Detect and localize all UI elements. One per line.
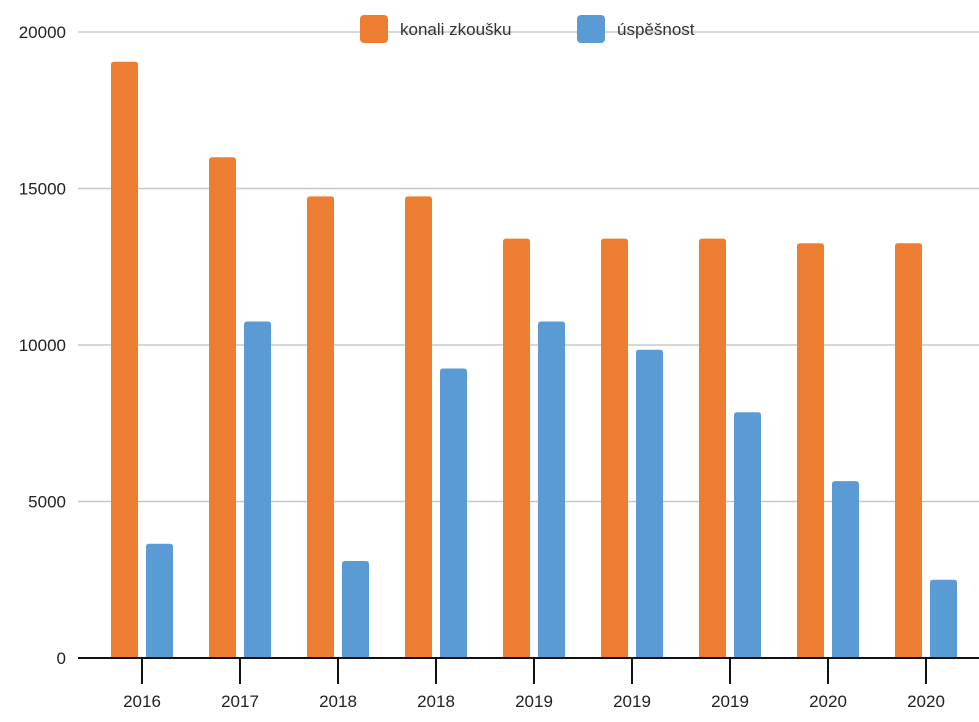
bars bbox=[111, 61, 957, 659]
x-tick-label: 2019 bbox=[711, 692, 749, 711]
y-tick-label: 0 bbox=[57, 649, 66, 668]
bar-uspesnost bbox=[342, 560, 369, 658]
bar-uspesnost bbox=[832, 481, 859, 658]
x-tick-label: 2017 bbox=[221, 692, 259, 711]
bar-uspesnost bbox=[440, 368, 467, 658]
bar-uspesnost bbox=[636, 349, 663, 658]
x-tick-label: 2020 bbox=[907, 692, 945, 711]
bar-uspesnost bbox=[734, 412, 761, 658]
bar-uspesnost bbox=[930, 579, 957, 658]
bar-konali-zkousku bbox=[699, 238, 726, 658]
legend-label: konali zkoušku bbox=[400, 20, 512, 39]
bar-uspesnost bbox=[538, 321, 565, 658]
bar-konali-zkousku bbox=[797, 243, 824, 658]
y-axis-ticks: 0 5000 10000 15000 20000 bbox=[19, 23, 66, 668]
y-tick-label: 15000 bbox=[19, 180, 66, 199]
bar-konali-zkousku bbox=[601, 238, 628, 658]
x-tick-label: 2019 bbox=[515, 692, 553, 711]
bar-konali-zkousku bbox=[503, 238, 530, 658]
bar-konali-zkousku bbox=[895, 243, 922, 658]
bar-konali-zkousku bbox=[307, 196, 334, 658]
bar-uspesnost bbox=[146, 543, 173, 658]
y-tick-label: 5000 bbox=[28, 493, 66, 512]
bar-konali-zkousku bbox=[405, 196, 432, 658]
bar-konali-zkousku bbox=[209, 157, 236, 658]
y-tick-label: 20000 bbox=[19, 23, 66, 42]
x-tick-label: 2016 bbox=[123, 692, 161, 711]
x-axis: 2016 2017 2018 2018 2019 2019 2019 2020 2020 bbox=[78, 657, 979, 711]
legend: konali zkoušku úspěšnost bbox=[360, 15, 695, 43]
legend-swatch bbox=[577, 15, 605, 43]
bar-konali-zkousku bbox=[111, 61, 138, 659]
x-tick-label: 2018 bbox=[417, 692, 455, 711]
bar-uspesnost bbox=[244, 321, 271, 658]
legend-swatch bbox=[360, 15, 388, 43]
x-tick-label: 2019 bbox=[613, 692, 651, 711]
legend-label: úspěšnost bbox=[617, 20, 695, 39]
x-tick-label: 2018 bbox=[319, 692, 357, 711]
y-tick-label: 10000 bbox=[19, 336, 66, 355]
x-tick-label: 2020 bbox=[809, 692, 847, 711]
